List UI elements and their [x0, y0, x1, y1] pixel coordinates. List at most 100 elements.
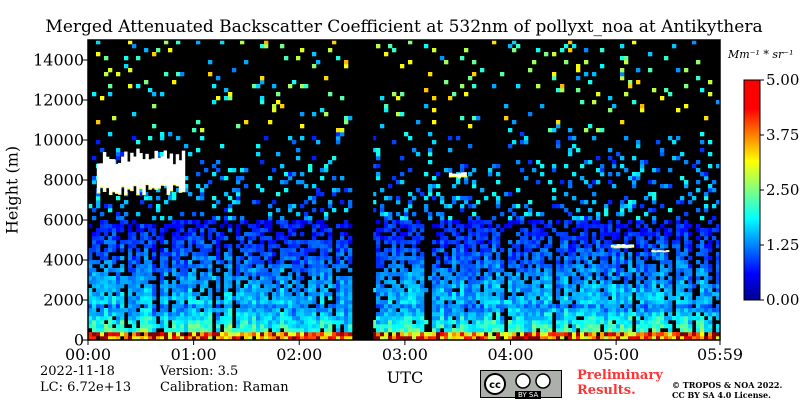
heatmap-cell: [532, 328, 537, 333]
heatmap-cell: [528, 336, 533, 341]
heatmap-cell: [712, 216, 717, 221]
heatmap-cell: [268, 284, 273, 289]
heatmap-cell: [584, 236, 589, 241]
heatmap-cell: [296, 148, 301, 153]
heatmap-cell: [552, 332, 557, 337]
heatmap-cell: [544, 244, 549, 249]
cloud-mark: [127, 161, 131, 190]
heatmap-cell: [304, 212, 309, 217]
heatmap-cell: [716, 264, 721, 269]
heatmap-cell: [140, 336, 145, 341]
heatmap-cell: [436, 256, 441, 261]
heatmap-cell: [208, 316, 213, 321]
heatmap-cell: [212, 228, 217, 233]
cloud-edge: [622, 246, 626, 249]
heatmap-cell: [292, 308, 297, 313]
cloud-edge: [175, 184, 180, 187]
heatmap-cell: [408, 312, 413, 317]
heatmap-cell: [436, 296, 441, 301]
heatmap-cell: [404, 336, 409, 341]
heatmap-cell: [176, 312, 181, 317]
heatmap-cell: [680, 252, 685, 257]
heatmap-cell: [488, 272, 493, 277]
heatmap-cell: [236, 224, 241, 229]
heatmap-cell: [584, 324, 589, 329]
cloud-edge: [666, 250, 670, 253]
heatmap-cell: [708, 292, 713, 297]
heatmap-cell: [116, 224, 121, 229]
heatmap-cell: [468, 280, 473, 285]
heatmap-cell: [332, 304, 337, 309]
heatmap-cell: [644, 248, 649, 253]
heatmap-cell: [596, 180, 601, 185]
cloud-edge: [163, 184, 168, 187]
heatmap-cell: [276, 268, 281, 273]
heatmap-cell: [420, 332, 425, 337]
heatmap-cell: [216, 252, 221, 257]
heatmap-cell: [552, 76, 557, 81]
date-text: 2022-11-18: [40, 364, 115, 379]
heatmap-cell: [324, 252, 329, 257]
heatmap-cell: [404, 324, 409, 329]
cloud-mark: [166, 158, 171, 195]
heatmap-cell: [160, 316, 165, 321]
heatmap-cell: [140, 324, 145, 329]
heatmap-cell: [152, 284, 157, 289]
heatmap-cell: [108, 336, 113, 341]
heatmap-cell: [192, 272, 197, 277]
heatmap-cell: [228, 256, 233, 261]
heatmap-cell: [336, 336, 341, 341]
heatmap-cell: [468, 232, 473, 237]
heatmap-cell: [192, 316, 197, 321]
heatmap-cell: [396, 196, 401, 201]
heatmap-cell: [208, 288, 213, 293]
heatmap-cell: [336, 268, 341, 273]
heatmap-cell: [160, 268, 165, 273]
heatmap-cell: [244, 268, 249, 273]
heatmap-cell: [408, 276, 413, 281]
heatmap-cell: [472, 72, 477, 77]
heatmap-cell: [552, 196, 557, 201]
heatmap-cell: [476, 220, 481, 225]
heatmap-cell: [472, 308, 477, 313]
heatmap-cell: [208, 264, 213, 269]
heatmap-cell: [328, 276, 333, 281]
heatmap-cell: [256, 184, 261, 189]
heatmap-cell: [196, 244, 201, 249]
heatmap-cell: [600, 128, 605, 133]
heatmap-cell: [468, 324, 473, 329]
heatmap-cell: [620, 76, 625, 81]
heatmap-cell: [288, 240, 293, 245]
cloud-edge: [133, 184, 137, 187]
heatmap-cell: [644, 304, 649, 309]
heatmap-cell: [200, 320, 205, 325]
heatmap-cell: [172, 192, 177, 197]
heatmap-cell: [636, 320, 641, 325]
heatmap-cell: [664, 244, 669, 249]
heatmap-cell: [192, 292, 197, 297]
heatmap-cell: [272, 300, 277, 305]
heatmap-cell: [432, 272, 437, 277]
heatmap-cell: [336, 312, 341, 317]
heatmap-cell: [596, 168, 601, 173]
heatmap-cell: [440, 232, 445, 237]
heatmap-cell: [628, 200, 633, 205]
heatmap-cell: [140, 320, 145, 325]
heatmap-cell: [236, 336, 241, 341]
heatmap-cell: [264, 228, 269, 233]
heatmap-cell: [100, 292, 105, 297]
heatmap-cell: [484, 244, 489, 249]
heatmap-cell: [304, 296, 309, 301]
heatmap-cell: [276, 264, 281, 269]
heatmap-cell: [516, 216, 521, 221]
heatmap-cell: [200, 248, 205, 253]
heatmap-cell: [652, 276, 657, 281]
heatmap-cell: [424, 196, 429, 201]
heatmap-cell: [528, 296, 533, 301]
heatmap-cell: [492, 244, 497, 249]
heatmap-cell: [224, 308, 229, 313]
heatmap-cell: [292, 328, 297, 333]
heatmap-cell: [216, 248, 221, 253]
heatmap-cell: [704, 172, 709, 177]
heatmap-cell: [468, 204, 473, 209]
